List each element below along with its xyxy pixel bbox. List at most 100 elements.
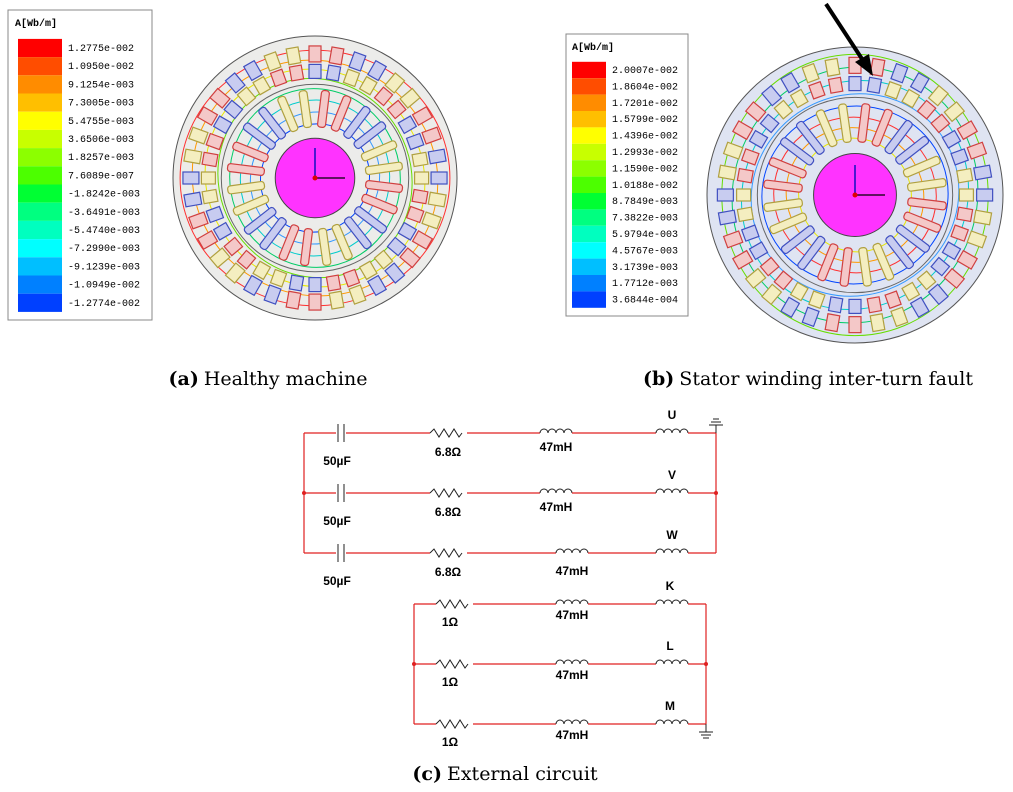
component-label: 6.8Ω <box>435 505 462 519</box>
stator-slot <box>957 169 973 183</box>
legend-value: 2.0007e-002 <box>612 66 678 77</box>
legend-swatch <box>18 239 62 257</box>
legend-swatch <box>572 259 606 275</box>
legend-swatch <box>18 185 62 203</box>
inductor <box>656 489 688 493</box>
legend-value: 7.6089e-007 <box>68 171 134 182</box>
legend-value: -1.2774e-002 <box>68 299 140 310</box>
stator-slot <box>201 172 215 184</box>
stator-slot <box>309 294 321 310</box>
stator-slot <box>326 275 340 291</box>
stator-slot <box>415 172 429 184</box>
figure: A[Wb/m] A[Wb/m] 1.2775e-0021.0950e-0029.… <box>0 0 1013 792</box>
stator-slot <box>867 297 881 313</box>
stator-slot <box>309 46 321 62</box>
component-label: 47mH <box>556 608 589 622</box>
inductor <box>656 720 688 724</box>
inductor <box>556 549 588 553</box>
page: A[Wb/m] A[Wb/m] 1.2775e-0021.0950e-0029.… <box>0 0 1013 792</box>
stator-slot <box>737 189 751 201</box>
legend-swatch <box>572 111 606 127</box>
legend-value: 1.7201e-002 <box>612 99 678 110</box>
legend-swatch <box>572 144 606 160</box>
stator-slot <box>737 169 753 183</box>
legend-swatch <box>572 275 606 291</box>
component-label: 6.8Ω <box>435 565 462 579</box>
legend-swatch <box>18 257 62 275</box>
legend-value: 5.9794e-003 <box>612 230 678 241</box>
legend-swatch <box>572 78 606 94</box>
inductor <box>540 429 572 433</box>
caption-text: Stator winding inter-turn fault <box>679 368 973 390</box>
stator-slot <box>289 65 303 81</box>
caption-a: (a)Healthy machine <box>169 368 368 390</box>
legend-swatch <box>572 177 606 193</box>
legend-swatch <box>18 276 62 294</box>
stator-slot <box>718 210 736 225</box>
inductor <box>556 600 588 604</box>
legend-swatch <box>572 95 606 111</box>
legend-value: -7.2990e-003 <box>68 244 140 255</box>
legend-swatch <box>572 193 606 209</box>
stator-slot <box>718 165 736 180</box>
inductor <box>556 660 588 664</box>
stator-slot <box>202 189 218 203</box>
legend-value: 1.0950e-002 <box>68 62 134 73</box>
legend-value: -1.8242e-003 <box>68 190 140 201</box>
legend-value: 3.6506e-003 <box>68 135 134 146</box>
stator-slot <box>959 189 973 201</box>
legend-value: 3.6844e-004 <box>612 296 678 307</box>
component-label: 47mH <box>556 728 589 742</box>
legend-value: 1.8257e-003 <box>68 153 134 164</box>
legend-swatch <box>572 209 606 225</box>
component-label: 50µF <box>323 454 351 468</box>
caption-text: Healthy machine <box>204 368 368 390</box>
legend-value: 1.0188e-002 <box>612 181 678 192</box>
inductor <box>656 600 688 604</box>
stator-slot <box>974 165 992 180</box>
resistor <box>430 489 462 497</box>
legend-value: 7.3005e-003 <box>68 99 134 110</box>
resistor <box>436 600 468 608</box>
stator-slot <box>329 291 344 309</box>
caption-label: (b) <box>643 368 674 390</box>
stator-slot <box>286 291 301 309</box>
legend-swatch <box>18 39 62 57</box>
resistor <box>430 429 462 437</box>
component-label: 1Ω <box>442 615 459 629</box>
legend-value: 1.5799e-002 <box>612 115 678 126</box>
inductor <box>556 720 588 724</box>
stator-slot <box>329 47 344 65</box>
legend-value: 1.2775e-002 <box>68 44 134 55</box>
stator-slot <box>428 149 446 164</box>
caption-text: External circuit <box>447 763 598 785</box>
stator-slot <box>289 275 303 291</box>
inductor <box>656 549 688 553</box>
stator-slot <box>717 189 733 201</box>
caption-label: (a) <box>169 368 199 390</box>
stator-slot <box>829 77 843 93</box>
component-label: 1Ω <box>442 735 459 749</box>
stator-slot <box>202 152 218 166</box>
component-label: 47mH <box>540 440 573 454</box>
legend-swatch <box>572 242 606 258</box>
legend-value: 7.3822e-003 <box>612 214 678 225</box>
component-label: W <box>666 528 678 542</box>
component-label: U <box>668 408 677 422</box>
stator-slot <box>825 58 840 76</box>
component-label: 47mH <box>556 564 589 578</box>
stator-slot <box>184 192 202 207</box>
legend-value: 4.5767e-003 <box>612 246 678 257</box>
stator-slot <box>849 299 861 313</box>
stator-slot <box>867 77 881 93</box>
stator-slot <box>412 152 428 166</box>
legend-swatch <box>572 160 606 176</box>
legend-swatch <box>18 294 62 312</box>
legend-value: -5.4740e-003 <box>68 226 140 237</box>
inductor <box>656 429 688 433</box>
caption-label: (c) <box>412 763 442 785</box>
component-label: 47mH <box>540 500 573 514</box>
legend-title-b: A[Wb/m] <box>572 42 614 54</box>
stator-slot <box>870 314 885 332</box>
component-label: 1Ω <box>442 675 459 689</box>
